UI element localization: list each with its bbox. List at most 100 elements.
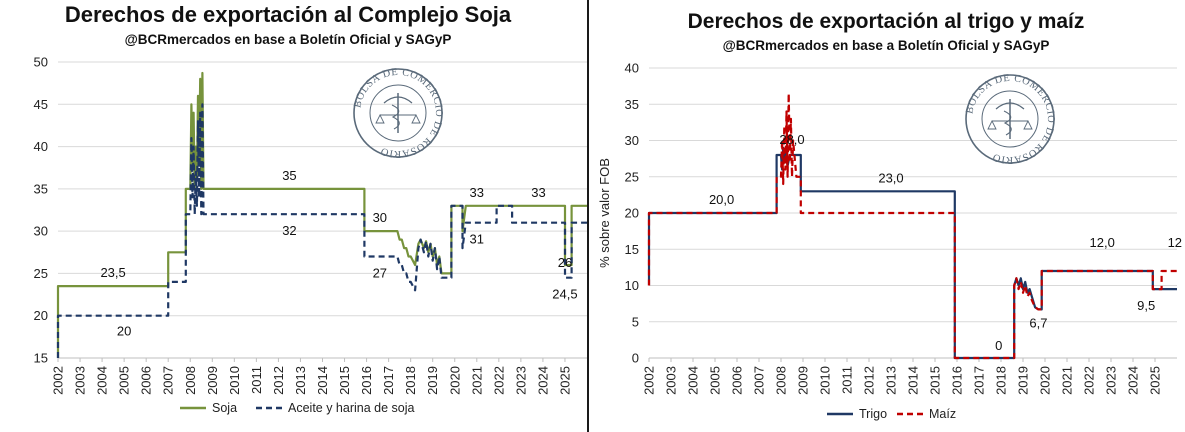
x-tick-label: 2006 <box>730 366 745 395</box>
data-label: 12,0 <box>1090 235 1115 250</box>
x-tick-label: 2011 <box>249 366 264 394</box>
x-tick-label: 2017 <box>972 366 987 395</box>
x-tick-label: 2014 <box>906 366 921 395</box>
data-label: 30 <box>373 210 387 225</box>
seal-emblem-scale-right <box>1023 119 1033 130</box>
seal-emblem-scale-left <box>375 113 385 124</box>
y-axis-title: % sobre valor FOB <box>597 158 612 268</box>
seal-emblem-snake <box>391 104 400 130</box>
x-tick-label: 2008 <box>183 366 198 395</box>
series-line-aceite-y-harina-de-soja <box>56 103 587 358</box>
y-tick-label: 15 <box>34 351 48 366</box>
data-label: 31 <box>470 232 484 247</box>
seal-outer-ring <box>353 68 443 158</box>
y-tick-label: 25 <box>625 169 639 184</box>
seal-emblem-scale-left <box>987 119 997 130</box>
x-tick-label: 2024 <box>1126 366 1141 395</box>
seal-emblem-scale-right <box>411 113 421 124</box>
chart-legend: Trigo Maíz <box>827 407 956 421</box>
legend-label-soja: Soja <box>212 401 237 415</box>
x-tick-label: 2007 <box>752 366 767 395</box>
data-label: 32 <box>282 223 296 238</box>
y-tick-label: 40 <box>625 61 639 76</box>
y-tick-label: 35 <box>34 181 48 196</box>
data-label: 20 <box>117 324 131 339</box>
series-line-soja <box>56 71 587 358</box>
seal-emblem-wings <box>995 102 1025 110</box>
data-label: 27 <box>373 266 387 281</box>
y-tick-label: 10 <box>625 278 639 293</box>
y-tick-label: 35 <box>625 97 639 112</box>
soy-complex-chart: Derechos de exportación al Complejo Soja… <box>0 0 587 432</box>
y-tick-label: 0 <box>632 351 639 366</box>
data-label: 6,7 <box>1029 315 1047 330</box>
x-tick-label: 2010 <box>227 366 242 395</box>
seal-inner-ring <box>369 84 427 142</box>
y-tick-label: 25 <box>34 266 48 281</box>
data-label: 33 <box>531 185 545 200</box>
chart-background <box>589 0 1185 432</box>
x-tick-label: 2018 <box>403 366 418 395</box>
chart-subtitle: @BCRmercados en base a Boletín Oficial y… <box>125 32 452 47</box>
x-tick-label: 2019 <box>1016 366 1031 395</box>
panel-divider <box>587 0 589 432</box>
x-tick-label: 2019 <box>425 366 440 395</box>
x-tick-label: 2018 <box>994 366 1009 395</box>
x-tick-label: 2024 <box>535 366 550 395</box>
data-label: 28,0 <box>779 132 804 147</box>
x-tick-label: 2002 <box>51 366 66 395</box>
wheat-corn-chart-panel: Derechos de exportación al trigo y maíz @… <box>589 0 1185 432</box>
wheat-corn-chart: Derechos de exportación al trigo y maíz @… <box>589 0 1185 432</box>
y-tick-label: 15 <box>625 242 639 257</box>
x-tick-label: 2013 <box>293 366 308 395</box>
x-tick-label: 2005 <box>117 366 132 395</box>
data-label: 12 <box>1168 235 1182 250</box>
y-tick-label: 30 <box>625 133 639 148</box>
x-tick-label: 2006 <box>139 366 154 395</box>
data-label: 35 <box>282 168 296 183</box>
series-line-maiz <box>647 92 1177 360</box>
seal-inner-ring <box>981 90 1039 148</box>
x-tick-label: 2007 <box>161 366 176 395</box>
data-label: 23,0 <box>878 170 903 185</box>
data-label: 20,0 <box>709 192 734 207</box>
soy-complex-chart-panel: Derechos de exportación al Complejo Soja… <box>0 0 587 432</box>
x-tick-label: 2011 <box>840 366 855 394</box>
data-label: 24,5 <box>552 287 577 302</box>
chart-subtitle: @BCRmercados en base a Boletín Oficial y… <box>723 38 1050 53</box>
seal-emblem-snake <box>1003 110 1012 136</box>
x-tick-label: 2012 <box>271 366 286 395</box>
seal-emblem-wings <box>383 96 413 104</box>
y-tick-label: 40 <box>34 139 48 154</box>
y-tick-label: 20 <box>625 206 639 221</box>
x-tick-label: 2015 <box>337 366 352 395</box>
data-label: 0 <box>995 338 1002 353</box>
legend-label-trigo: Trigo <box>859 407 887 421</box>
y-tick-label: 20 <box>34 308 48 323</box>
x-tick-label: 2025 <box>557 366 572 395</box>
x-tick-label: 2010 <box>818 366 833 395</box>
x-tick-label: 2023 <box>513 366 528 395</box>
x-tick-label: 2004 <box>95 366 110 395</box>
data-label: 23,5 <box>100 265 125 280</box>
x-tick-label: 2020 <box>447 366 462 395</box>
y-tick-label: 30 <box>34 224 48 239</box>
x-tick-label: 2009 <box>796 366 811 395</box>
x-tick-label: 2003 <box>664 366 679 395</box>
data-label: 26 <box>558 255 572 270</box>
chart-title: Derechos de exportación al Complejo Soja <box>65 2 512 27</box>
x-tick-label: 2023 <box>1104 366 1119 395</box>
x-tick-label: 2016 <box>359 366 374 395</box>
x-tick-label: 2021 <box>469 366 484 395</box>
legend-label-maiz: Maíz <box>929 407 956 421</box>
x-tick-label: 2003 <box>73 366 88 395</box>
y-tick-label: 50 <box>34 55 48 70</box>
x-tick-label: 2009 <box>205 366 220 395</box>
x-tick-label: 2012 <box>862 366 877 395</box>
x-tick-label: 2017 <box>381 366 396 395</box>
x-tick-label: 2025 <box>1148 366 1163 395</box>
seal-outer-ring <box>965 74 1055 164</box>
chart-title: Derechos de exportación al trigo y maíz <box>688 10 1085 33</box>
x-tick-label: 2005 <box>708 366 723 395</box>
x-tick-label: 2022 <box>1082 366 1097 395</box>
